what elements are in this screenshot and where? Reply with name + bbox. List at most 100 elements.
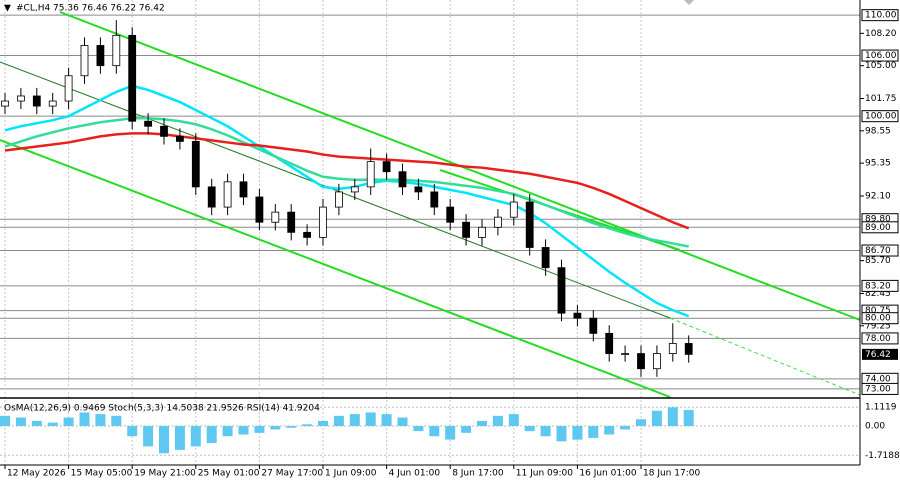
level-label: 78.00 — [865, 334, 891, 344]
osma-bar — [111, 415, 122, 427]
candle-body — [525, 201, 534, 248]
candle-body — [557, 267, 566, 314]
osma-bar — [286, 426, 297, 428]
plot — [0, 20, 694, 454]
osma-bar — [636, 419, 646, 427]
candle-body — [653, 353, 661, 370]
y-tick-label: 85.70 — [865, 256, 891, 266]
level-label: 89.80 — [865, 215, 891, 225]
osma-bar — [620, 426, 631, 430]
indicator-title: OsMA(12,26,9) 0.9469 Stoch(5,3,3) 14.503… — [4, 404, 320, 414]
level-box — [861, 312, 899, 325]
candle-body — [271, 211, 280, 223]
level-box — [861, 221, 899, 234]
osma-bar — [174, 426, 185, 450]
candle-body — [207, 186, 216, 208]
candle-body — [32, 95, 41, 107]
level-box — [861, 382, 899, 395]
level-label: 106.00 — [865, 51, 897, 61]
y2-tick-label: -1.7188 — [865, 451, 900, 461]
grid — [0, 0, 860, 465]
candle-body — [382, 161, 391, 173]
last-price-box — [862, 348, 898, 360]
candle-body — [589, 317, 598, 334]
moving-average — [4, 84, 690, 318]
candle-body — [255, 196, 264, 223]
level-label: 86.70 — [865, 246, 891, 256]
x-tick-label: 11 Jun 09:00 — [516, 469, 573, 479]
candle-body — [64, 75, 73, 102]
x-tick-label: 25 May 01:00 — [198, 469, 260, 479]
x-tick-label: 18 Jun 17:00 — [643, 469, 700, 479]
osma-bar — [15, 417, 26, 427]
osma-bar — [667, 407, 678, 427]
last-price-label: 76.42 — [865, 350, 891, 360]
osma-bar — [397, 417, 408, 427]
osma-bar — [333, 415, 344, 427]
osma-bar — [159, 426, 169, 454]
osma-bar — [683, 409, 694, 427]
candle-body — [350, 186, 359, 193]
candle-body — [621, 353, 629, 355]
x-tick-label: 15 May 05:00 — [71, 469, 133, 479]
osma-bar — [651, 410, 662, 427]
level-label: 89.00 — [865, 223, 891, 233]
candle-body — [144, 120, 153, 127]
osma-bar — [445, 426, 456, 440]
osma-bar — [0, 415, 10, 427]
level-label: 100.00 — [865, 112, 897, 122]
osma-bar — [254, 426, 265, 433]
osma-bar — [63, 417, 74, 427]
level-label: 74.00 — [865, 374, 891, 384]
candle-body — [239, 181, 248, 198]
osma-bar — [365, 412, 376, 427]
candle-body — [430, 191, 439, 208]
level-label: 80.75 — [865, 306, 891, 316]
candle-body — [80, 45, 89, 77]
y-tick-label: 79.25 — [865, 321, 891, 331]
level-box — [861, 279, 899, 292]
x-tick-label: 8 Jun 17:00 — [452, 469, 504, 479]
candle-body — [366, 161, 375, 188]
candle-body — [287, 211, 296, 233]
candle-body — [160, 125, 168, 137]
level-label: 110.00 — [865, 11, 897, 21]
candle-body — [684, 343, 693, 355]
chart-title: #CL,H4 75.36 76.46 76.22 76.42 — [16, 4, 165, 14]
candle-body — [16, 95, 25, 102]
candle-body — [398, 171, 407, 188]
osma-bar — [413, 426, 424, 432]
y-tick-label: 98.55 — [865, 126, 891, 136]
osma-bar — [238, 426, 249, 435]
x-tick-label: 19 May 21:00 — [134, 469, 196, 479]
x-tick-label: 16 Jun 01:00 — [579, 469, 636, 479]
osma-bar — [47, 422, 58, 427]
y-tick-label: 92.10 — [865, 191, 891, 201]
menu-arrow[interactable]: ▼ — [4, 4, 11, 14]
x-tick-label: 12 May 2026 — [7, 469, 66, 479]
y-tick-label: 108.20 — [865, 29, 897, 39]
shift-marker — [684, 0, 694, 5]
candle-body — [191, 141, 200, 188]
osma-bar — [270, 426, 281, 430]
candle-body — [414, 186, 423, 193]
osma-bar — [349, 414, 360, 427]
candle-body — [319, 206, 327, 238]
level-box — [861, 49, 899, 62]
level-box — [861, 9, 899, 22]
osma-bar — [127, 426, 138, 437]
osma-bar — [143, 426, 154, 447]
osma-bar — [461, 426, 472, 433]
osma-bar — [572, 426, 583, 440]
level-box — [861, 244, 899, 257]
y-tick-label: 105.00 — [865, 61, 897, 71]
candle-body — [48, 100, 57, 107]
moving-average — [4, 132, 690, 230]
candle-body — [478, 226, 486, 238]
candle-body — [1, 100, 9, 107]
osma-bar — [477, 420, 487, 427]
y2-tick-label: 0.00 — [865, 422, 885, 432]
level-box — [861, 332, 899, 345]
candle-body — [128, 34, 137, 122]
